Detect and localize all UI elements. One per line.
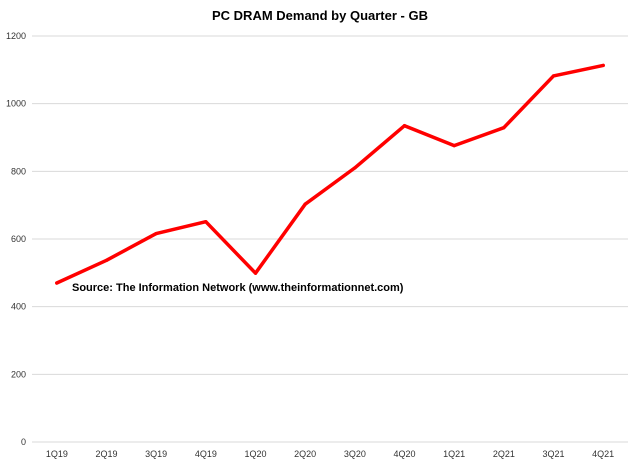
x-tick-label: 4Q21 (592, 449, 614, 459)
data-point (104, 258, 109, 262)
y-tick-label: 1000 (6, 99, 26, 109)
x-tick-label: 1Q20 (244, 449, 266, 459)
gridlines (32, 35, 628, 443)
source-annotation: Source: The Information Network (www.the… (72, 282, 404, 294)
y-tick-label: 800 (11, 166, 26, 176)
data-point (502, 126, 506, 130)
data-point (204, 220, 208, 224)
series-layer (55, 63, 605, 285)
y-axis: 0 200 400 600 800 1000 1200 (6, 31, 26, 447)
y-tick-label: 200 (11, 369, 26, 379)
chart-title: PC DRAM Demand by Quarter - GB (212, 8, 428, 23)
x-tick-label: 2Q21 (493, 449, 515, 459)
y-tick-label: 400 (11, 302, 26, 312)
y-tick-label: 0 (21, 437, 26, 447)
series-line (55, 63, 605, 285)
x-tick-label: 1Q21 (443, 449, 465, 459)
x-axis: 1Q19 2Q19 3Q19 4Q19 1Q20 2Q20 3Q20 4Q20 1Q21 2Q21… (46, 449, 614, 459)
x-tick-label: 2Q19 (95, 449, 117, 459)
x-tick-label: 4Q20 (393, 449, 415, 459)
data-point (601, 63, 605, 68)
data-point (452, 144, 456, 148)
x-tick-label: 1Q19 (46, 449, 68, 459)
data-point (353, 166, 357, 170)
x-tick-label: 3Q20 (344, 449, 366, 459)
data-point (402, 124, 407, 128)
y-tick-label: 1200 (6, 31, 26, 41)
y-tick-label: 600 (11, 234, 26, 244)
x-tick-label: 3Q19 (145, 449, 167, 459)
x-tick-label: 2Q20 (294, 449, 316, 459)
data-point (551, 74, 556, 78)
x-tick-label: 4Q19 (195, 449, 217, 459)
x-tick-label: 3Q21 (542, 449, 564, 459)
data-point (55, 281, 59, 285)
data-point (303, 202, 307, 206)
data-point (154, 231, 158, 236)
data-point (253, 271, 258, 275)
